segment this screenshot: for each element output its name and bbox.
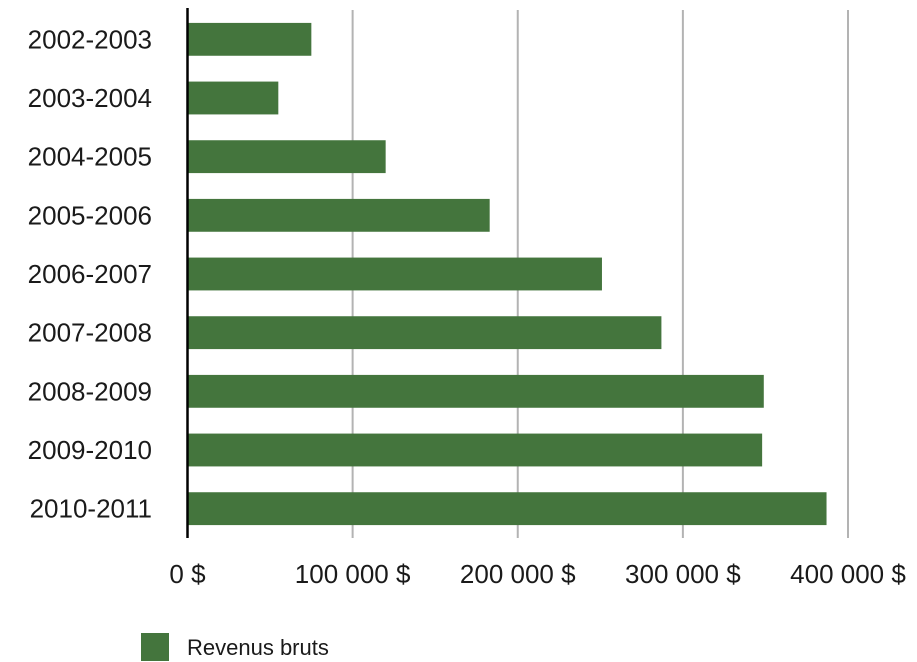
- category-label: 2006-2007: [28, 259, 152, 289]
- category-label: 2005-2006: [28, 200, 152, 230]
- category-label: 2007-2008: [28, 318, 152, 348]
- category-label: 2008-2009: [28, 376, 152, 406]
- category-label: 2002-2003: [28, 24, 152, 54]
- legend-label: Revenus bruts: [187, 635, 329, 660]
- bar[interactable]: [187, 81, 279, 115]
- category-label: 2009-2010: [28, 435, 152, 465]
- x-tick-label: 0 $: [169, 559, 206, 589]
- legend-swatch: [141, 633, 169, 661]
- bar[interactable]: [187, 316, 662, 350]
- category-label: 2004-2005: [28, 142, 152, 172]
- x-tick-label: 300 000 $: [625, 559, 741, 589]
- bar[interactable]: [187, 433, 763, 467]
- x-tick-label: 100 000 $: [295, 559, 411, 589]
- category-labels: 2002-2003 2003-2004 2004-2005 2005-2006 2006…: [28, 24, 152, 523]
- category-label: 2003-2004: [28, 83, 152, 113]
- category-label: 2010-2011: [30, 494, 152, 524]
- bar[interactable]: [187, 198, 490, 232]
- bar[interactable]: [187, 374, 764, 408]
- x-tick-label: 400 000 $: [790, 559, 906, 589]
- x-tick-label: 200 000 $: [460, 559, 576, 589]
- bar[interactable]: [187, 492, 827, 526]
- bar[interactable]: [187, 22, 312, 56]
- legend[interactable]: Revenus bruts: [141, 633, 329, 661]
- bar[interactable]: [187, 140, 386, 174]
- bars: [187, 22, 827, 526]
- x-tick-labels: 0 $ 100 000 $ 200 000 $ 300 000 $ 400 000 $: [169, 559, 906, 589]
- bar[interactable]: [187, 257, 602, 291]
